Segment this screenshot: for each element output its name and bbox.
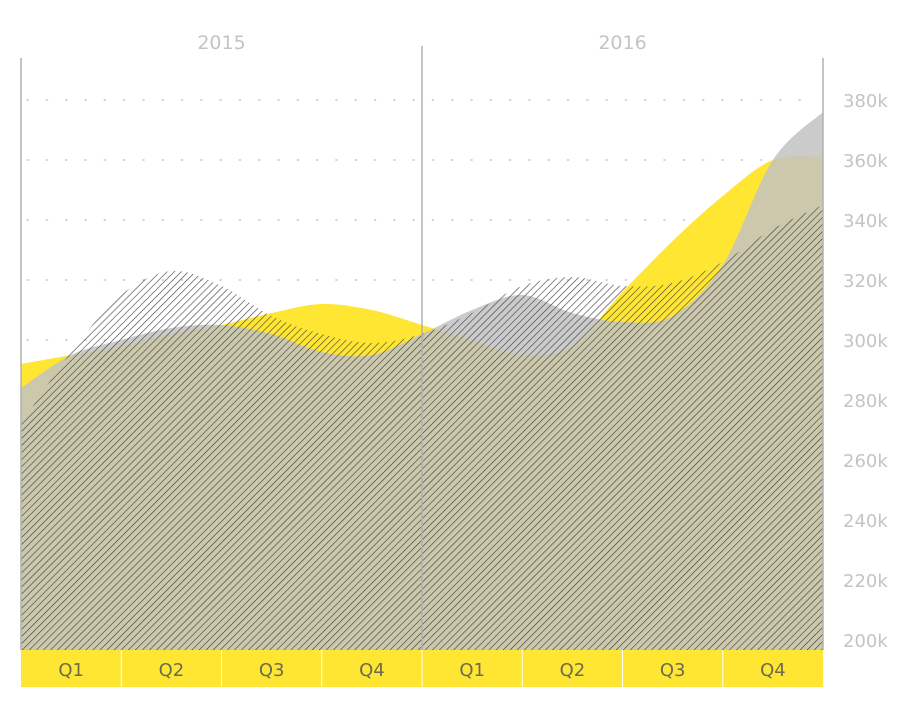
quarter-tick-label: Q4 (359, 660, 385, 681)
y-tick-label: 280k (843, 391, 888, 412)
quarter-tick-label: Q2 (560, 660, 586, 681)
year-dividers (20, 46, 824, 650)
quarter-tick-label: Q3 (660, 660, 686, 681)
y-tick-label: 200k (843, 631, 888, 652)
y-tick-label: 340k (843, 211, 888, 232)
year-label: 2016 (598, 32, 646, 54)
quarter-tick-label: Q3 (259, 660, 285, 681)
y-tick-label: 300k (843, 331, 888, 352)
year-labels: 2015 2016 (197, 32, 646, 54)
year-label: 2015 (197, 32, 245, 54)
quarter-tick-label: Q1 (459, 660, 485, 681)
y-tick-label: 260k (843, 451, 888, 472)
quarter-tick-label: Q2 (159, 660, 185, 681)
quarter-axis: Q1 Q2 Q3 Q4 Q1 Q2 Q3 Q4 (21, 650, 823, 687)
y-tick-label: 240k (843, 511, 888, 532)
y-tick-label: 220k (843, 571, 888, 592)
y-axis-ticks: 200k 220k 240k 260k 280k 300k 320k 340k 360k 380k (843, 91, 888, 652)
y-tick-label: 320k (843, 271, 888, 292)
y-tick-label: 380k (843, 91, 888, 112)
y-tick-label: 360k (843, 151, 888, 172)
quarter-tick-label: Q4 (760, 660, 786, 681)
quarter-tick-label: Q1 (58, 660, 84, 681)
